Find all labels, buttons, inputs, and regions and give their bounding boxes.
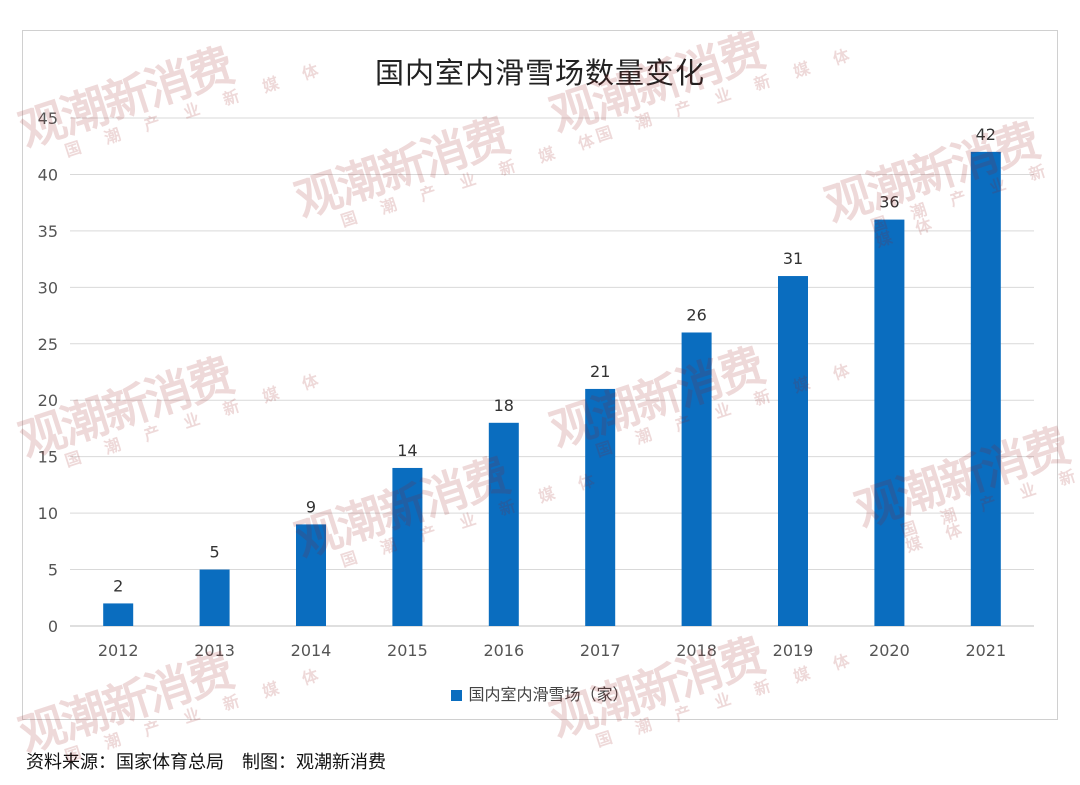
x-tick-label: 2020 <box>869 641 910 660</box>
y-tick-label: 20 <box>38 391 58 410</box>
bars <box>103 151 1001 626</box>
x-tick-label: 2021 <box>965 641 1006 660</box>
data-labels: 2 5 9 14 18 21 26 31 36 42 <box>113 125 996 596</box>
bar <box>681 332 712 626</box>
y-tick-label: 25 <box>38 335 58 354</box>
y-tick-label: 35 <box>38 222 58 241</box>
legend-label: 国内室内滑雪场（家） <box>468 685 629 704</box>
bar <box>488 422 519 626</box>
x-tick-label: 2012 <box>98 641 139 660</box>
gridlines <box>70 117 1034 627</box>
y-tick-label: 40 <box>38 165 58 184</box>
bar <box>778 276 808 626</box>
data-label: 31 <box>783 249 803 268</box>
bar <box>103 603 134 626</box>
y-tick-label: 45 <box>38 109 58 128</box>
x-tick-label: 2018 <box>676 641 717 660</box>
legend-swatch <box>451 690 463 701</box>
data-label: 14 <box>397 441 417 460</box>
data-label: 21 <box>590 362 610 381</box>
x-tick-label: 2013 <box>194 641 235 660</box>
x-tick-label: 2015 <box>387 641 428 660</box>
data-label: 26 <box>686 305 706 324</box>
source-note: 资料来源：国家体育总局 制图：观潮新消费 <box>26 748 386 774</box>
x-tick-label: 2014 <box>291 641 332 660</box>
data-label: 2 <box>113 576 123 595</box>
bar <box>199 569 230 626</box>
bar <box>392 467 423 626</box>
x-tick-label: 2019 <box>773 641 814 660</box>
y-tick-label: 0 <box>48 617 58 636</box>
data-label: 36 <box>879 193 899 212</box>
y-tick-label: 30 <box>38 278 58 297</box>
x-tick-label: 2017 <box>580 641 621 660</box>
data-label: 42 <box>976 125 996 144</box>
legend: 国内室内滑雪场（家） <box>0 681 1080 705</box>
data-label: 18 <box>494 396 514 415</box>
bar <box>296 524 326 626</box>
x-tick-label: 2016 <box>483 641 524 660</box>
data-label: 9 <box>306 497 316 516</box>
y-tick-label: 5 <box>48 561 58 580</box>
chart-title: 国内室内滑雪场数量变化 <box>374 56 705 90</box>
y-tick-label: 10 <box>38 504 58 523</box>
y-tick-label: 15 <box>38 448 58 467</box>
bar <box>585 388 616 626</box>
data-label: 5 <box>210 543 220 562</box>
bar <box>874 219 905 626</box>
y-axis-ticks: 0 5 10 15 20 25 30 35 40 45 <box>38 109 58 636</box>
x-axis-ticks: 2012 2013 2014 2015 2016 2017 2018 2019 2020 2021 <box>98 641 1006 660</box>
source-text: 资料来源：国家体育总局 <box>26 752 224 773</box>
maker-text: 制图：观潮新消费 <box>242 752 386 773</box>
bar <box>970 151 1001 626</box>
